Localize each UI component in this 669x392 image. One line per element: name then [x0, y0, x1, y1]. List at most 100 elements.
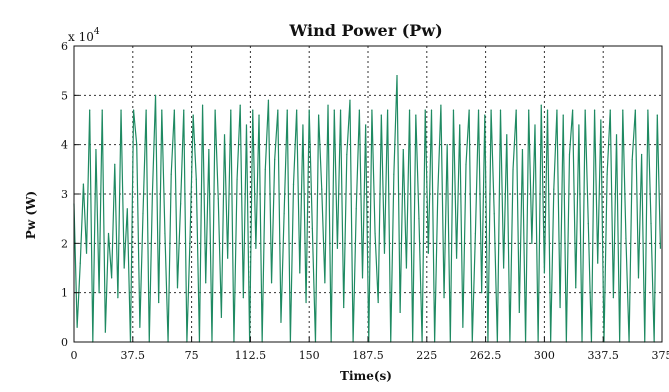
wind-power-data-point — [521, 149, 524, 151]
wind-power-data-point — [192, 114, 194, 116]
wind-power-data-point — [597, 262, 599, 264]
x-tick-label: 0 — [71, 349, 78, 362]
wind-power-data-point — [274, 158, 276, 161]
y-tick-label: 4 — [61, 139, 68, 152]
wind-power-data-point — [430, 109, 433, 111]
wind-power-data-point — [230, 109, 232, 111]
wind-power-data-point — [255, 247, 257, 249]
wind-power-data-point — [528, 109, 530, 111]
wind-power-data-point — [292, 183, 295, 185]
wind-power-data-point — [459, 124, 461, 126]
wind-power-data-point — [117, 297, 119, 299]
x-tick-label: 187.5 — [352, 349, 384, 362]
wind-power-data-point — [543, 272, 546, 274]
y-multiplier-exponent: 4 — [94, 27, 100, 37]
wind-power-data-point — [553, 188, 555, 190]
wind-power-data-point — [399, 311, 401, 313]
wind-power-data-point — [365, 124, 367, 126]
wind-power-data-point — [333, 109, 335, 111]
wind-power-data-point — [593, 109, 596, 111]
x-tick-label: 112.5 — [235, 349, 267, 362]
wind-power-data-point — [503, 267, 505, 269]
wind-power-data-point — [531, 242, 533, 244]
wind-power-data-point — [568, 153, 571, 156]
wind-power-data-point — [120, 109, 122, 111]
wind-power-data-point — [468, 109, 470, 111]
wind-power-data-point — [252, 109, 254, 111]
wind-power-data-point — [408, 109, 411, 111]
wind-power-data-point — [173, 109, 175, 111]
wind-power-data-point — [641, 153, 643, 156]
wind-power-data-point — [311, 227, 313, 230]
wind-power-data-point — [305, 301, 307, 304]
wind-power-data-point — [405, 267, 408, 269]
wind-power-data-point — [572, 109, 574, 111]
wind-power-data-point — [506, 134, 508, 136]
wind-power-data-point — [534, 124, 536, 126]
wind-power-data-point — [308, 109, 310, 111]
wind-power-data-point — [452, 109, 455, 111]
wind-power-data-point — [161, 109, 163, 111]
wind-power-data-point — [136, 144, 138, 146]
wind-power-data-point — [424, 109, 426, 111]
wind-power-data-point — [455, 257, 458, 259]
wind-power-data-point — [578, 124, 580, 126]
wind-power-data-point — [270, 282, 273, 284]
wind-power-data-point — [625, 237, 627, 239]
wind-power-data-point — [299, 272, 301, 274]
wind-power-data-point — [559, 306, 561, 309]
wind-power-data-point — [82, 183, 85, 185]
wind-power-data-point — [158, 301, 160, 304]
wind-power-data-point — [609, 109, 611, 111]
wind-power-data-point — [584, 109, 586, 111]
y-tick-label: 6 — [61, 40, 68, 53]
wind-power-data-point — [346, 153, 348, 156]
wind-power-data-point — [612, 297, 614, 299]
wind-power-data-point — [355, 208, 357, 210]
wind-power-data-point — [318, 114, 320, 116]
wind-power-data-point — [440, 104, 442, 106]
ticks-layer: 0 37.5 75 112.5 150 187.5 225 262.5 300 337.5 375 0… — [61, 40, 669, 362]
wind-power-data-point — [587, 223, 589, 225]
y-axis-label: Pw (W) — [24, 191, 38, 239]
wind-power-data-point — [546, 109, 549, 111]
x-tick-label: 150 — [299, 349, 320, 362]
wind-power-series-line — [73, 74, 662, 343]
wind-power-data-point — [615, 134, 618, 136]
wind-power-data-point — [176, 287, 179, 289]
wind-power-data-point — [361, 277, 364, 279]
wind-power-data-point — [101, 109, 103, 111]
wind-power-data-point — [283, 213, 285, 215]
wind-power-data-point — [465, 163, 467, 165]
wind-power-data-point — [302, 124, 304, 126]
wind-power-data-point — [95, 149, 97, 151]
wind-power-data-point — [631, 158, 633, 161]
wind-power-data-point — [227, 257, 229, 259]
wind-power-data-point — [123, 267, 125, 269]
wind-power-data-point — [512, 168, 514, 170]
wind-power-data-point — [195, 178, 197, 180]
y-tick-label: 0 — [61, 336, 68, 349]
wind-power-data-point — [556, 109, 558, 111]
x-tick-label: 37.5 — [121, 349, 146, 362]
wind-power-data-point — [280, 321, 282, 323]
x-tick-label: 262.5 — [470, 349, 502, 362]
wind-power-data-point — [114, 163, 116, 165]
wind-power-data-point — [437, 193, 439, 195]
wind-power-data-point — [493, 213, 495, 215]
wind-power-data-point — [518, 311, 520, 313]
wind-power-data-point — [139, 326, 141, 328]
wind-power-data-point — [223, 134, 226, 136]
wind-power-data-point — [327, 104, 329, 106]
wind-power-data-point — [481, 292, 483, 294]
wind-power-data-point — [484, 114, 486, 116]
wind-power-data-point — [515, 109, 517, 111]
wind-power-data-point — [220, 316, 222, 318]
wind-power-data-point — [575, 287, 577, 289]
plot-frame — [73, 45, 663, 343]
wind-power-data-point — [111, 277, 113, 279]
wind-power-data-point — [208, 149, 210, 151]
wind-power-data-point — [349, 99, 351, 101]
